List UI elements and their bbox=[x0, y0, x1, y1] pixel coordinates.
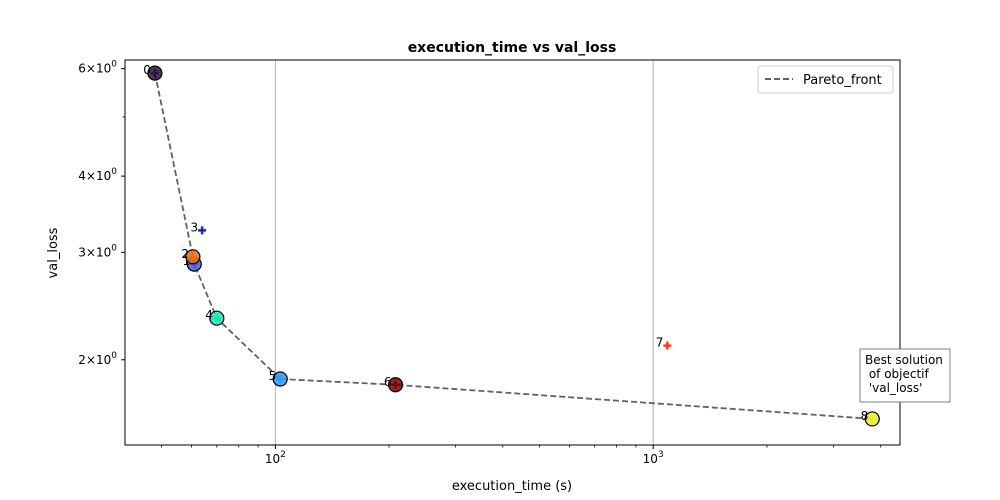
point-label-2: 2 bbox=[181, 247, 189, 261]
point-marker-0 bbox=[150, 69, 159, 78]
point-label-1: 1 bbox=[183, 254, 191, 268]
legend-label: Pareto_front bbox=[803, 73, 882, 88]
point-label-8: 8 bbox=[861, 409, 869, 423]
point-marker-6 bbox=[391, 380, 400, 389]
point-marker-3 bbox=[198, 226, 207, 235]
point-marker-4 bbox=[212, 314, 221, 323]
point-label-0: 0 bbox=[143, 63, 151, 77]
point-label-7: 7 bbox=[656, 336, 664, 350]
points: 0 123 4 5 6 7 8 bbox=[143, 63, 880, 427]
annotation-box bbox=[859, 348, 951, 403]
point-marker-7 bbox=[663, 341, 672, 350]
point-label-5: 5 bbox=[269, 369, 277, 383]
point-label-6: 6 bbox=[384, 375, 392, 389]
point-label-4: 4 bbox=[205, 308, 213, 322]
y-tick-label: 4×100 bbox=[78, 167, 117, 183]
annotation-line-2: of objectif bbox=[865, 367, 930, 381]
legend-box bbox=[757, 65, 894, 94]
point-marker-5 bbox=[276, 375, 285, 384]
point-label-3: 3 bbox=[190, 220, 198, 234]
legend: Pareto_front bbox=[757, 65, 894, 94]
point-marker-8 bbox=[868, 414, 877, 423]
y-axis-label: val_loss bbox=[46, 227, 61, 278]
x-tick-label: 103 bbox=[643, 450, 664, 466]
point-marker-2 bbox=[188, 252, 197, 261]
annotation-line-3: 'val_loss' bbox=[865, 381, 922, 395]
y-tick-label: 2×100 bbox=[78, 351, 117, 367]
annotation-line-1: Best solution bbox=[865, 353, 943, 367]
best-solution-annotation: Best solution of objectif 'val_loss' bbox=[859, 348, 951, 403]
y-tick-label: 3×100 bbox=[78, 243, 117, 259]
y-tick-label: 6×100 bbox=[78, 60, 117, 76]
x-axis-label: execution_time (s) bbox=[452, 479, 572, 494]
x-tick-label: 102 bbox=[265, 450, 286, 466]
chart-title: execution_time vs val_loss bbox=[408, 40, 617, 56]
